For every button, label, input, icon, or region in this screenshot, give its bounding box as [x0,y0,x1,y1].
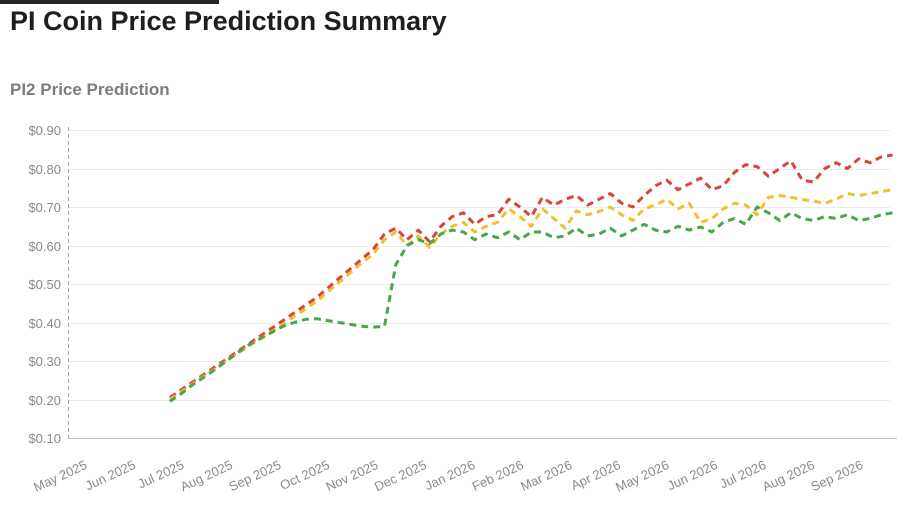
x-axis-tick-label: Apr 2026 [569,457,623,493]
x-axis-tick-label: Feb 2026 [470,457,526,494]
x-axis-tick-label: Jul 2025 [135,457,186,491]
x-axis-tick-label: Dec 2025 [372,457,429,494]
y-axis-tick-label: $0.30 [28,354,61,369]
x-axis-tick-label: Oct 2025 [278,457,332,493]
y-axis-tick-label: $0.50 [28,277,61,292]
x-axis-tick-label: Aug 2026 [760,457,817,494]
y-axis-tick-label: $0.40 [28,316,61,331]
page-title: PI Coin Price Prediction Summary [10,6,447,36]
chart-heading: PI2 Price Prediction [10,80,170,99]
x-axis-tick-label: Nov 2025 [323,457,380,494]
x-axis-tick-label: Sep 2025 [226,457,283,494]
series-line-red-dashed[interactable] [169,153,893,399]
series-line-yellow-dashed[interactable] [169,188,893,401]
x-axis-tick-label: May 2025 [31,457,89,495]
x-axis-tick-label: Mar 2026 [518,457,574,494]
y-axis-tick-label: $0.90 [28,123,61,138]
x-axis-tick-label: May 2026 [613,457,671,495]
x-axis-tick-label: Sep 2026 [808,457,865,494]
y-axis-tick-label: $0.70 [28,200,61,215]
y-axis-tick-label: $0.20 [28,393,61,408]
cropped-top-bar [0,0,219,4]
series-line-green-dashed[interactable] [169,205,893,403]
y-axis-tick-label: $0.60 [28,239,61,254]
x-axis-tick-label: Jun 2025 [83,457,138,493]
x-axis-tick-label: Jul 2026 [717,457,768,491]
x-axis-tick-label: Jan 2026 [422,457,477,493]
y-axis-tick-label: $0.80 [28,162,61,177]
x-axis-tick-label: Aug 2025 [178,457,235,494]
x-axis-tick-label: Jun 2026 [665,457,720,493]
y-axis-tick-label: $0.10 [28,431,61,446]
